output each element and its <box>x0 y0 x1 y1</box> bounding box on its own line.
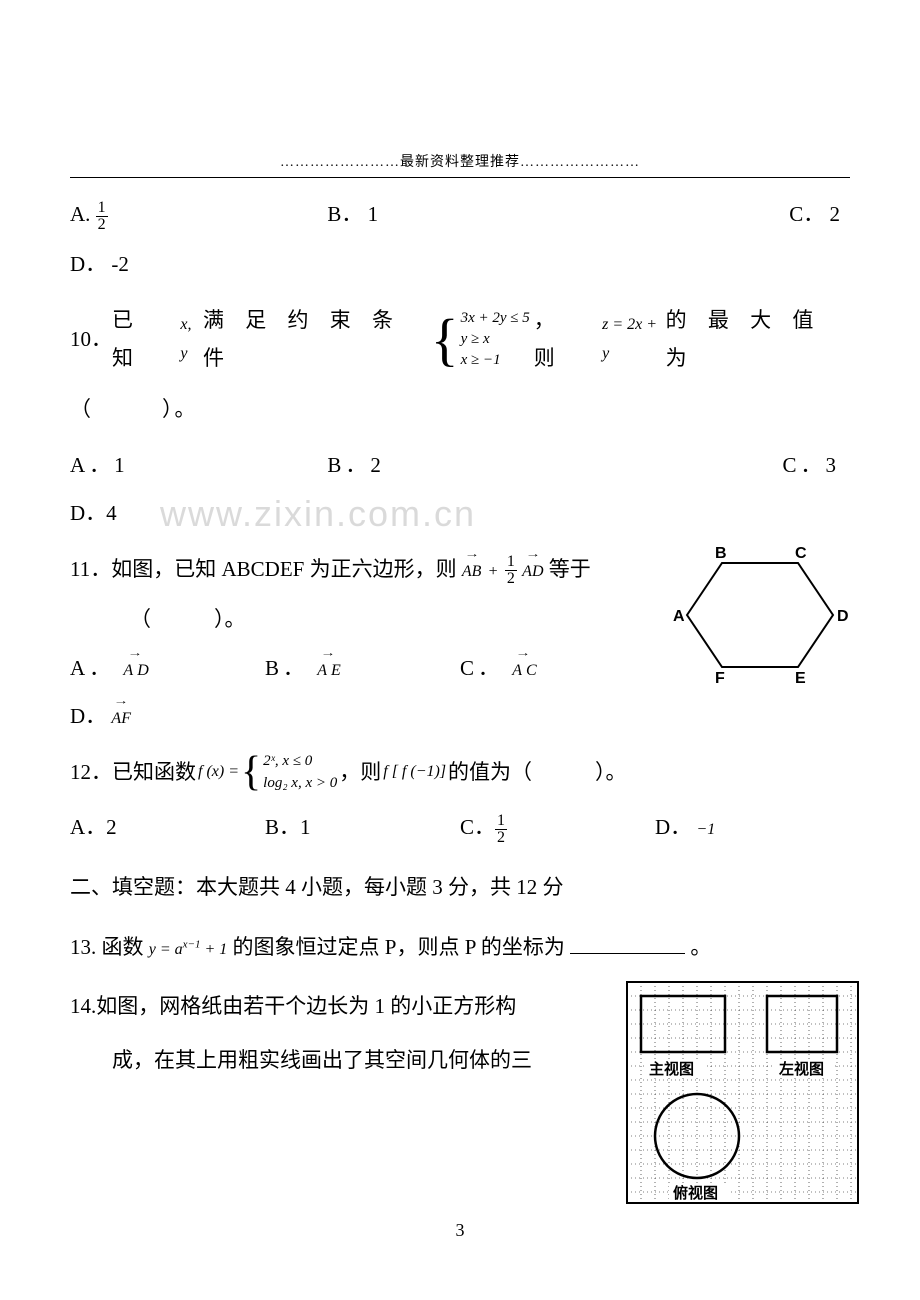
vector-ab: AB <box>462 558 482 587</box>
half-fraction: 12 <box>505 554 517 587</box>
q11-option-c: C． AC <box>460 650 655 688</box>
q11-block: 11．如图，已知 ABCDEF 为正六边形，则 AB + 12 AD 等于 （ … <box>70 551 850 639</box>
q10-constraints: { 3x + 2y ≤ 5 y ≥ x x ≥ −1 <box>431 308 530 371</box>
q10-stem: 10． 已 知 x, y 满 足 约 束 条 件 { 3x + 2y ≤ 5 y… <box>70 302 850 378</box>
q9-option-c: C． 2 <box>585 196 850 234</box>
q11-paren: （ ）。 <box>130 601 610 639</box>
q9-option-b: B． 1 <box>327 196 584 234</box>
watermark-text: www.zixin.com.cn <box>160 482 476 547</box>
q10-option-c: C．3 <box>585 447 850 485</box>
vector-ad: AD <box>522 558 543 587</box>
q11-option-d: D． AF <box>70 698 850 736</box>
q12-option-c: C．12 <box>460 809 655 847</box>
q9-a-label: A. <box>70 202 90 226</box>
hex-label-b: B <box>715 545 727 562</box>
header-banner: ……………………最新资料整理推荐…………………… <box>70 150 850 178</box>
q9-options-row: A. 12 B． 1 C． 2 <box>70 196 850 234</box>
three-view-figure: 主视图 左视图 俯视图 <box>625 980 860 1218</box>
side-view-label: 左视图 <box>778 1060 824 1078</box>
q13-stem: 13. 函数 y = ax−1 + 1 的图象恒过定点 P，则点 P 的坐标为 … <box>70 929 850 967</box>
q12-option-b: B．1 <box>265 809 460 847</box>
q9-option-a: A. 12 <box>70 196 327 234</box>
page-number: 3 <box>456 1214 465 1246</box>
q12-options-row: A．2 B．1 C．12 D． −1 <box>70 809 850 847</box>
hex-label-d: D <box>837 608 849 625</box>
q12-piecewise: { 2ˣ, x ≤ 0 log₂ x, x > 0 <box>241 750 337 795</box>
q12-stem: 12．已知函数 f (x) = { 2ˣ, x ≤ 0 log₂ x, x > … <box>70 750 850 795</box>
fill-blank[interactable] <box>570 953 685 954</box>
q12-option-d: D． −1 <box>655 809 850 847</box>
hex-label-a: A <box>673 608 685 625</box>
q14-line2: 成，在其上用粗实线画出了其空间几何体的三 <box>70 1042 580 1080</box>
q9-option-d: D． -2 <box>70 246 850 284</box>
q11-option-a: A． AD <box>70 650 265 688</box>
front-view-label: 主视图 <box>649 1060 694 1078</box>
q14-line1: 14.如图，网格纸由若干个边长为 1 的小正方形构 <box>70 988 580 1026</box>
q10-option-b: B．2 <box>327 447 584 485</box>
q11-stem: 11．如图，已知 ABCDEF 为正六边形，则 AB + 12 AD 等于 <box>70 551 610 589</box>
q12-option-a: A．2 <box>70 809 265 847</box>
q11-option-b: B． AE <box>265 650 460 688</box>
q10-option-a: A．1 <box>70 447 327 485</box>
q12-block: 12．已知函数 f (x) = { 2ˣ, x ≤ 0 log₂ x, x > … <box>70 750 850 795</box>
hex-label-c: C <box>795 545 807 562</box>
q11-options-row: A． AD B． AE C． AC <box>70 650 850 688</box>
q10-options-row: A．1 B．2 C．3 <box>70 447 850 485</box>
top-view-label: 俯视图 <box>673 1184 718 1202</box>
q14-block: 14.如图，网格纸由若干个边长为 1 的小正方形构 成，在其上用粗实线画出了其空… <box>70 988 850 1080</box>
section-2-header: 二、填空题：本大题共 4 小题，每小题 3 分，共 12 分 <box>70 869 850 907</box>
q10-paren: （ ）。 <box>70 391 850 429</box>
q9-a-fraction: 12 <box>96 200 108 233</box>
